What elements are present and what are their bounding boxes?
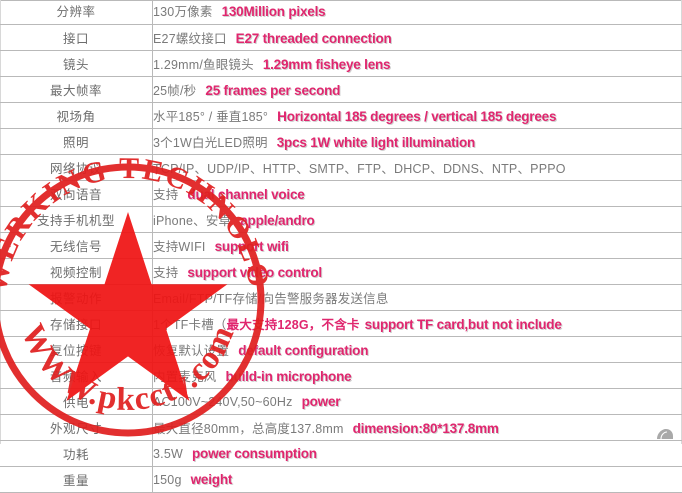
row-value: 恢复默认设置 default configuration	[153, 336, 682, 362]
row-value-cn: 水平185° / 垂直185°	[153, 110, 268, 124]
row-value-en: support wifi	[215, 239, 289, 254]
row-value-en: power	[302, 394, 341, 409]
row-label: 视频控制	[0, 258, 153, 284]
row-value-cn: 恢复默认设置	[153, 344, 229, 358]
row-label: 外观尺寸	[0, 414, 153, 440]
row-value: 支持 dual channel voice	[153, 180, 682, 206]
row-value: 3个1W白光LED照明 3pcs 1W white light illuminat…	[153, 128, 682, 154]
row-value-cn: 内置麦克风	[153, 370, 217, 384]
row-label: 重量	[0, 466, 153, 492]
row-label: 双向语音	[0, 180, 153, 206]
row-label: 镜头	[0, 50, 153, 76]
row-value: 水平185° / 垂直185° Horizontal 185 degrees / …	[153, 102, 682, 128]
row-value-cn: TCP/IP、UDP/IP、HTTP、SMTP、FTP、DHCP、DDNS、NT…	[153, 162, 566, 176]
row-value-cn: 3.5W	[153, 447, 183, 461]
row-value: 支持 support video control	[153, 258, 682, 284]
row-label: 最大帧率	[0, 76, 153, 102]
row-value-cn: 1.29mm/鱼眼镜头	[153, 58, 254, 72]
row-value-cn: 支持	[153, 266, 178, 280]
row-value-cn: 支持WIFI	[153, 240, 206, 254]
row-value: E27螺纹接口 E27 threaded connection	[153, 24, 682, 50]
row-value-en: weight	[191, 472, 233, 487]
row-value: 130万像素 130Million pixels	[153, 0, 682, 24]
table-row: 双向语音支持 dual channel voice	[0, 180, 682, 206]
row-label: 音频输入	[0, 362, 153, 388]
row-value: Email/FTP/TF存储/向告警服务器发送信息	[153, 284, 682, 310]
row-value-cn: E27螺纹接口	[153, 32, 227, 46]
row-value-cn: 25帧/秒	[153, 84, 196, 98]
row-value-en: 130Million pixels	[222, 4, 326, 19]
row-value: 25帧/秒 25 frames per second	[153, 76, 682, 102]
row-value: 支持WIFI support wifi	[153, 232, 682, 258]
row-value-cn: 1个TF卡槽（	[153, 318, 227, 332]
row-value: TCP/IP、UDP/IP、HTTP、SMTP、FTP、DHCP、DDNS、NT…	[153, 154, 682, 180]
row-label: 复位按键	[0, 336, 153, 362]
row-value: 150g weight	[153, 466, 682, 492]
table-row: 外观尺寸最大直径80mm，总高度137.8mm dimension:80*137.…	[0, 414, 682, 440]
row-value-cn: 150g	[153, 473, 182, 487]
row-value-en: E27 threaded connection	[236, 31, 392, 46]
row-value-cn: AC100V~240V,50~60Hz	[153, 395, 293, 409]
row-value-cn: 3个1W白光LED照明	[153, 136, 268, 150]
row-value-en: apple/andro	[240, 213, 314, 228]
row-label: 支持手机机型	[0, 206, 153, 232]
row-value-en: support TF card,but not include	[365, 317, 562, 332]
row-value-en: dual channel voice	[187, 187, 304, 202]
row-value-cn: 最大直径80mm，总高度137.8mm	[153, 422, 344, 436]
table-row: 无线信号支持WIFI support wifi	[0, 232, 682, 258]
row-label: 存储接口	[0, 310, 153, 336]
row-value-en: Horizontal 185 degrees / vertical 185 de…	[277, 109, 556, 124]
row-label: 分辨率	[0, 0, 153, 24]
row-label: 供电	[0, 388, 153, 414]
row-value-cn: 130万像素	[153, 5, 213, 19]
row-label: 照明	[0, 128, 153, 154]
row-value: AC100V~240V,50~60Hz power	[153, 388, 682, 414]
row-value: 最大直径80mm，总高度137.8mm dimension:80*137.8mm	[153, 414, 682, 440]
row-value: 内置麦克风 build-in microphone	[153, 362, 682, 388]
row-value-en: 1.29mm fisheye lens	[263, 57, 391, 72]
table-row: 视场角水平185° / 垂直185° Horizontal 185 degrees…	[0, 102, 682, 128]
row-value-cn: iPhone、安卓	[153, 214, 231, 228]
row-value: iPhone、安卓 apple/andro	[153, 206, 682, 232]
corner-logo-icon	[655, 427, 675, 441]
table-row: 复位按键恢复默认设置 default configuration	[0, 336, 682, 362]
row-label: 视场角	[0, 102, 153, 128]
row-value-en: 25 frames per second	[205, 83, 340, 98]
row-value-en: dimension:80*137.8mm	[353, 421, 499, 436]
row-value-en: power consumption	[192, 446, 317, 461]
row-value-en: build-in microphone	[226, 369, 352, 384]
row-value-en: default configuration	[238, 343, 368, 358]
row-label: 接口	[0, 24, 153, 50]
row-value-cn: Email/FTP/TF存储/向告警服务器发送信息	[153, 292, 389, 306]
table-row: 视频控制支持 support video control	[0, 258, 682, 284]
row-label: 无线信号	[0, 232, 153, 258]
row-value: 1.29mm/鱼眼镜头 1.29mm fisheye lens	[153, 50, 682, 76]
row-label: 网络协议	[0, 154, 153, 180]
row-value-cn: 支持	[153, 188, 178, 202]
row-value: 1个TF卡槽（最大支持128G，不含卡 support TF card,but n…	[153, 310, 682, 336]
row-value-en: 3pcs 1W white light illumination	[277, 135, 475, 150]
row-value-cn-emphasis: 最大支持128G，不含卡	[227, 318, 360, 332]
row-value-en: support video control	[187, 265, 322, 280]
table-row: 音频输入内置麦克风 build-in microphone	[0, 362, 682, 388]
row-label: 报警动作	[0, 284, 153, 310]
